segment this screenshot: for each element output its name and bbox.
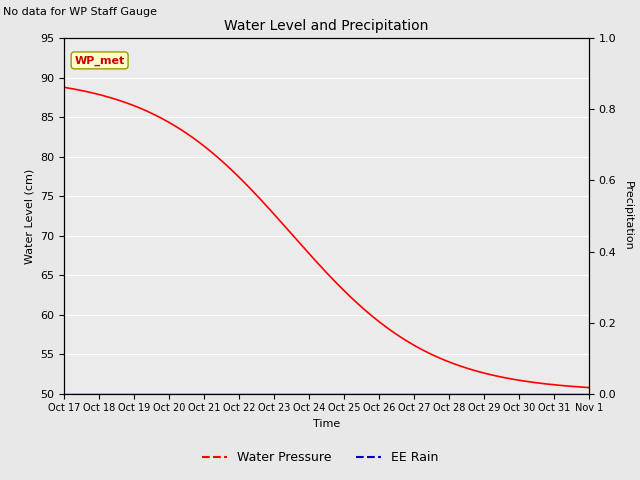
Y-axis label: Water Level (cm): Water Level (cm) bbox=[24, 168, 35, 264]
Text: WP_met: WP_met bbox=[74, 55, 125, 66]
Text: No data for WP Staff Gauge: No data for WP Staff Gauge bbox=[3, 7, 157, 17]
X-axis label: Time: Time bbox=[313, 419, 340, 429]
Title: Water Level and Precipitation: Water Level and Precipitation bbox=[224, 19, 429, 33]
Legend: Water Pressure, EE Rain: Water Pressure, EE Rain bbox=[196, 446, 444, 469]
Y-axis label: Precipitation: Precipitation bbox=[623, 181, 633, 251]
